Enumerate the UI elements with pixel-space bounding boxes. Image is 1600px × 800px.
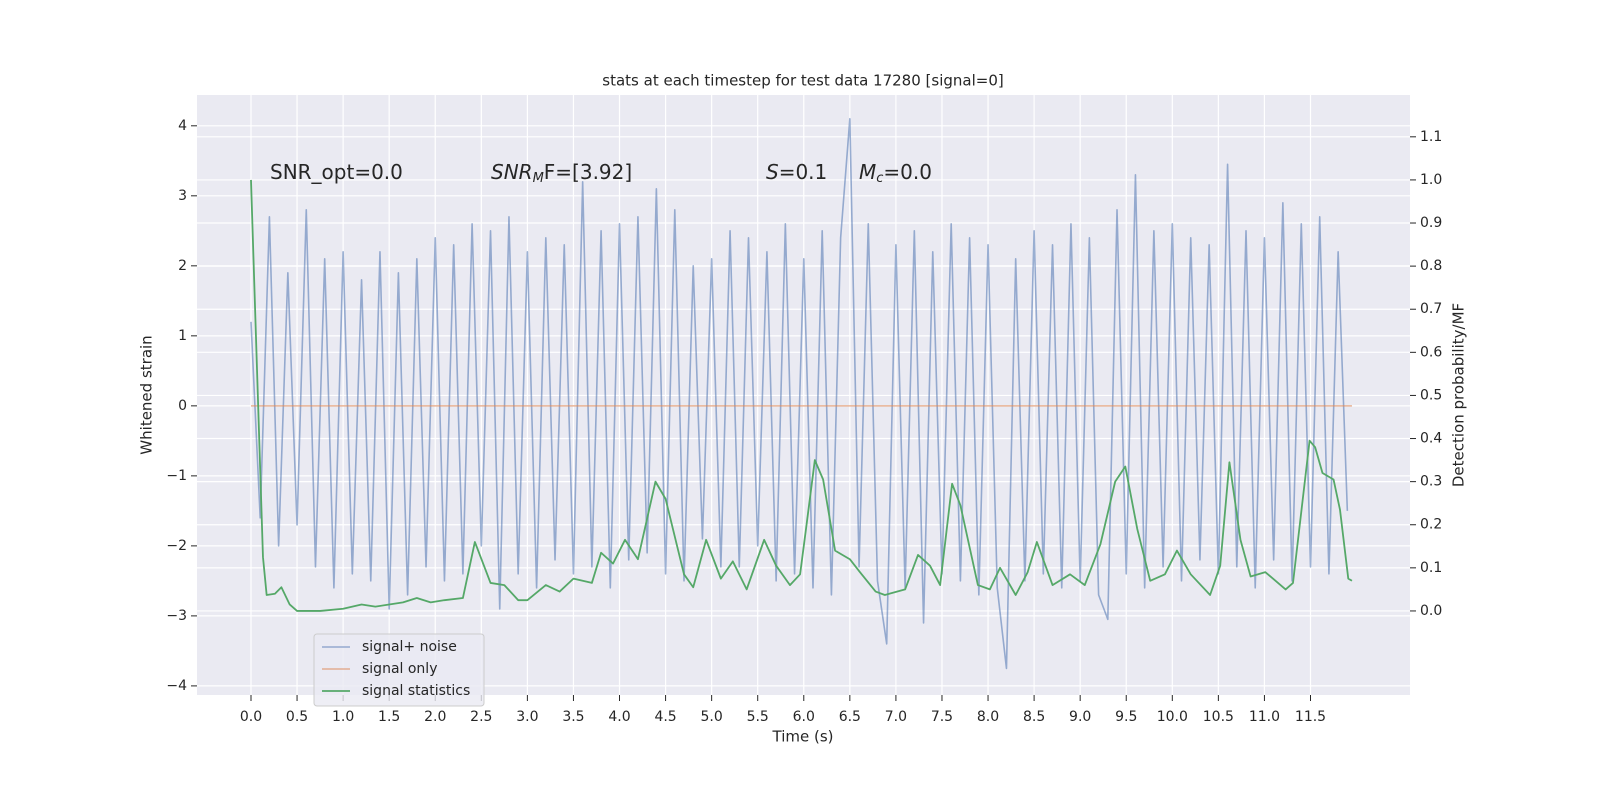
annotation-part: c xyxy=(876,171,883,186)
y2-tick-label: 0.9 xyxy=(1420,215,1442,231)
x-tick-label: 1.0 xyxy=(332,709,354,725)
x-tick-label: 8.5 xyxy=(1023,709,1045,725)
x-tick-label: 3.5 xyxy=(562,709,584,725)
chart-title: stats at each timestep for test data 172… xyxy=(602,72,1003,90)
y2-tick-label: 0.7 xyxy=(1420,301,1442,317)
x-tick-label: 4.0 xyxy=(608,709,630,725)
annotation-part: =0.0 xyxy=(883,160,932,184)
y-tick-label: 1 xyxy=(178,328,187,344)
annotation-part: S xyxy=(766,160,779,184)
annotation-part: F=[3.92] xyxy=(544,160,632,184)
y2-tick-label: 0.3 xyxy=(1420,474,1442,490)
y-tick-label: −3 xyxy=(166,608,187,624)
legend-label: signal statistics xyxy=(362,683,470,699)
x-tick-label: 4.5 xyxy=(654,709,676,725)
y-tick-label: 0 xyxy=(178,398,187,414)
y-tick-label: 2 xyxy=(178,258,187,274)
y-tick-label: −1 xyxy=(166,468,187,484)
x-tick-label: 6.5 xyxy=(839,709,861,725)
annotation-part: M xyxy=(859,160,876,184)
annotation: SNRMF=[3.92] xyxy=(491,160,632,186)
x-tick-label: 2.5 xyxy=(470,709,492,725)
x-tick-label: 6.0 xyxy=(793,709,815,725)
x-tick-label: 10.0 xyxy=(1157,709,1188,725)
x-tick-label: 11.0 xyxy=(1249,709,1280,725)
series-line xyxy=(250,179,1353,612)
y2-tick-label: 0.0 xyxy=(1420,603,1442,619)
x-tick-label: 0.0 xyxy=(240,709,262,725)
legend-box xyxy=(313,633,485,707)
y2-tick-label: 0.8 xyxy=(1420,258,1442,274)
y2-tick-label: 1.1 xyxy=(1420,129,1442,145)
legend: signal+ noise signal only signal statistic… xyxy=(313,633,485,707)
annotation: Mc=0.0 xyxy=(859,160,932,186)
x-tick-label: 8.0 xyxy=(977,709,999,725)
x-axis-label: Time (s) xyxy=(772,728,834,746)
x-tick-label: 7.5 xyxy=(931,709,953,725)
y2-axis-label: Detection probability/MF xyxy=(1450,303,1468,487)
x-tick-label: 3.0 xyxy=(516,709,538,725)
series-line xyxy=(250,118,1349,670)
y2-tick-label: 1.0 xyxy=(1420,172,1442,188)
x-tick-label: 0.5 xyxy=(286,709,308,725)
x-tick-label: 7.0 xyxy=(885,709,907,725)
annotation: S=0.1 xyxy=(766,160,827,184)
y2-tick-label: 0.6 xyxy=(1420,344,1442,360)
y2-tick-label: 0.4 xyxy=(1420,431,1442,447)
y-tick-label: −2 xyxy=(166,538,187,554)
annotation: SNR_opt=0.0 xyxy=(270,160,403,184)
annotation-part: SNR xyxy=(491,160,533,184)
y-tick-label: 4 xyxy=(178,118,187,134)
y-axis-label: Whitened strain xyxy=(138,335,156,454)
y-tick-label: −4 xyxy=(166,678,187,694)
x-tick-label: 10.5 xyxy=(1203,709,1234,725)
x-tick-label: 2.0 xyxy=(424,709,446,725)
y2-tick-label: 0.2 xyxy=(1420,517,1442,533)
annotation-part: =0.1 xyxy=(779,160,828,184)
legend-label: signal+ noise xyxy=(362,639,457,655)
legend-label: signal only xyxy=(362,661,437,677)
x-tick-label: 11.5 xyxy=(1295,709,1326,725)
y-tick-label: 3 xyxy=(178,188,187,204)
x-tick-label: 5.0 xyxy=(701,709,723,725)
annotation-part: SNR_opt=0.0 xyxy=(270,160,403,184)
x-tick-label: 9.0 xyxy=(1069,709,1091,725)
y2-tick-label: 0.1 xyxy=(1420,560,1442,576)
x-tick-label: 5.5 xyxy=(747,709,769,725)
x-tick-label: 1.5 xyxy=(378,709,400,725)
x-tick-label: 9.5 xyxy=(1115,709,1137,725)
y2-tick-label: 0.5 xyxy=(1420,387,1442,403)
annotation-part: M xyxy=(533,171,544,186)
